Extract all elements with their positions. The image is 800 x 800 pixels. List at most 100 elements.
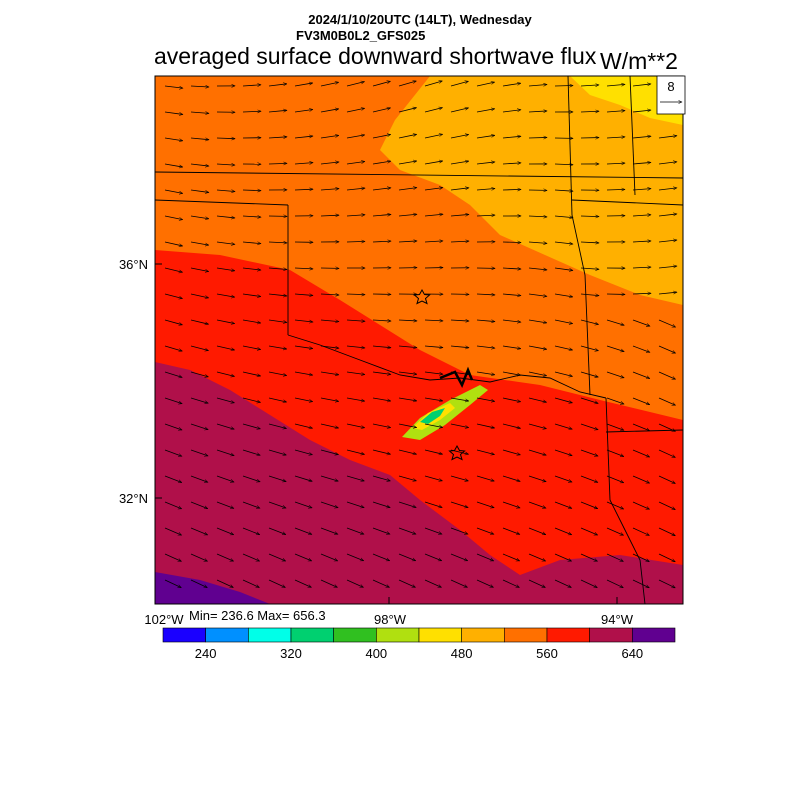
wind-vector-arrow — [164, 111, 183, 114]
wind-vector-arrow — [476, 294, 495, 295]
wind-vector-arrow — [450, 527, 468, 534]
wind-vector-arrow — [164, 475, 182, 483]
wind-vector-arrow — [424, 346, 443, 348]
wind-vector-arrow — [450, 214, 469, 216]
colorbar-tick-label: 640 — [621, 646, 644, 661]
wind-vector-arrow — [450, 371, 469, 374]
lon-label-94w: 94°W — [601, 612, 634, 627]
wind-vector-arrow — [424, 241, 443, 242]
wind-vector-arrow — [242, 579, 259, 588]
wind-vector-arrow — [216, 241, 235, 244]
wind-vector-arrow — [502, 371, 521, 375]
wind-vector-arrow — [372, 188, 391, 191]
wind-vector-arrow — [242, 449, 260, 455]
wind-vector-arrow — [216, 501, 234, 508]
wind-vector-arrow — [216, 397, 234, 403]
wind-vector-arrow — [242, 85, 261, 86]
wind-vector-arrow — [398, 134, 417, 139]
wind-vector-arrow — [554, 371, 572, 376]
wind-vector-arrow — [242, 190, 261, 191]
wind-vector-arrow — [216, 293, 235, 297]
wind-vector-arrow — [164, 449, 182, 456]
wind-vector-arrow — [372, 579, 389, 588]
wind-vector-arrow — [320, 135, 339, 139]
wind-vector-arrow — [346, 135, 365, 139]
wind-vector-arrow — [554, 475, 572, 482]
wind-vector-arrow — [632, 553, 649, 562]
wind-vector-arrow — [424, 108, 442, 113]
wind-vector-arrow — [320, 294, 339, 295]
reference-vector-value: 8 — [667, 79, 674, 94]
wind-vector-arrow — [320, 501, 338, 508]
colorbar-swatch — [418, 627, 462, 643]
wind-vector-arrow — [424, 553, 442, 561]
wind-vector-arrow — [606, 449, 624, 456]
wind-vector-arrow — [450, 108, 469, 113]
wind-vector-arrow — [294, 449, 312, 455]
wind-vector-arrow — [502, 345, 521, 349]
wind-vector-arrow — [164, 163, 183, 167]
wind-vector-arrow — [606, 189, 625, 190]
wind-vector-arrow — [294, 501, 312, 508]
wind-vector-arrow — [398, 527, 416, 534]
wind-vector-arrow — [294, 163, 313, 164]
wind-vector-arrow — [294, 109, 313, 113]
station-marker-star — [448, 444, 466, 461]
wind-vector-arrow — [164, 371, 182, 377]
wind-vector-arrow — [190, 112, 209, 113]
wind-vector-arrow — [476, 553, 494, 561]
wind-vector-arrow — [320, 109, 339, 113]
wind-vector-arrow — [242, 527, 260, 535]
wind-vector-arrow — [528, 449, 546, 455]
wind-vector-arrow — [424, 320, 443, 321]
wind-vector-arrow — [268, 242, 287, 243]
colorbar-tick-label: 480 — [450, 646, 473, 661]
wind-vectors — [164, 81, 677, 589]
wind-vector-arrow — [294, 397, 313, 402]
wind-vector-arrow — [424, 81, 442, 87]
wind-vector-arrow — [424, 527, 442, 534]
wind-vector-arrow — [372, 527, 390, 534]
wind-vector-arrow — [658, 501, 675, 510]
wind-vector-arrow — [216, 345, 235, 350]
wind-vector-arrow — [424, 134, 443, 139]
colorbar-tick-label: 320 — [280, 646, 302, 661]
wind-vector-arrow — [268, 397, 287, 402]
wind-vector-arrow — [554, 319, 573, 324]
wind-vector-arrow — [658, 188, 677, 191]
wind-vector-arrow — [190, 527, 208, 536]
wind-vector-arrow — [528, 216, 547, 217]
wind-vector-arrow — [450, 346, 469, 348]
colorbar-swatch — [504, 627, 548, 643]
wind-vector-arrow — [424, 449, 443, 454]
wind-vector-arrow — [346, 215, 365, 216]
wind-vector-arrow — [450, 579, 467, 588]
wind-vector-arrow — [658, 240, 677, 243]
wind-vector-arrow — [164, 345, 182, 351]
wind-vector-arrow — [242, 242, 261, 244]
wind-vector-arrow — [450, 475, 468, 481]
wind-vector-arrow — [346, 162, 365, 165]
wind-vector-arrow — [450, 320, 469, 321]
wind-vector-arrow — [164, 189, 183, 193]
wind-vector-arrow — [346, 320, 365, 321]
wind-vector-arrow — [320, 553, 338, 561]
wind-vector-arrow — [554, 293, 573, 297]
wind-vector-arrow — [294, 319, 313, 322]
wind-vector-arrow — [450, 501, 468, 508]
colorbar — [162, 627, 676, 643]
wind-vector-arrow — [476, 162, 495, 165]
wind-vector-arrow — [580, 449, 598, 456]
wind-vector-arrow — [606, 501, 624, 510]
wind-vector-arrow — [502, 501, 520, 508]
wind-vector-arrow — [346, 527, 364, 534]
wind-vector-arrow — [502, 136, 521, 138]
wind-vector-arrow — [346, 423, 365, 428]
wind-vector-arrow — [346, 294, 365, 295]
wind-vector-arrow — [658, 553, 675, 563]
wind-vector-arrow — [528, 553, 546, 562]
wind-vector-arrow — [320, 527, 338, 534]
wind-vector-arrow — [424, 423, 443, 428]
wind-vector-arrow — [554, 527, 572, 535]
